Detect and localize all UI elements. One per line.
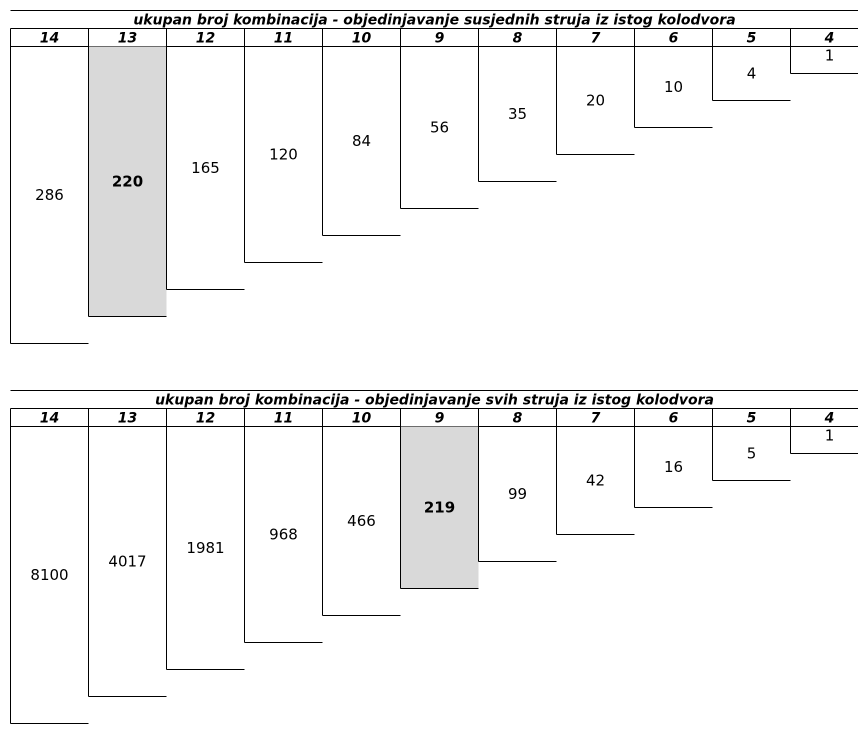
column-header-4: 4 — [824, 411, 835, 427]
table-title: ukupan broj kombinacija - objedinjavanje… — [133, 13, 735, 29]
value-cell-9: 219 — [424, 499, 455, 517]
column-header-6: 6 — [669, 31, 679, 47]
table-title: ukupan broj kombinacija - objedinjavanje… — [155, 393, 714, 409]
column-header-5: 5 — [747, 411, 757, 427]
value-cell-7: 42 — [586, 472, 605, 490]
value-cell-8: 35 — [508, 105, 527, 123]
value-cell-4: 1 — [825, 427, 835, 445]
column-header-7: 7 — [591, 411, 601, 427]
column-header-12: 12 — [196, 411, 215, 427]
column-header-7: 7 — [591, 31, 601, 47]
column-header-14: 14 — [40, 31, 59, 47]
value-cell-14: 8100 — [30, 566, 68, 584]
column-header-9: 9 — [435, 411, 445, 427]
column-header-10: 10 — [352, 411, 372, 427]
value-cell-12: 1981 — [186, 539, 224, 557]
value-cell-6: 10 — [664, 78, 683, 96]
column-header-12: 12 — [196, 31, 215, 47]
value-cell-11: 120 — [269, 146, 298, 164]
column-header-8: 8 — [513, 411, 523, 427]
value-cell-5: 4 — [747, 65, 757, 83]
value-cell-11: 968 — [269, 526, 298, 544]
value-cell-4: 1 — [825, 47, 835, 65]
value-cell-14: 286 — [35, 186, 64, 204]
column-header-8: 8 — [513, 31, 523, 47]
column-header-9: 9 — [435, 31, 445, 47]
value-cell-10: 466 — [347, 512, 376, 530]
value-cell-12: 165 — [191, 159, 220, 177]
value-cell-5: 5 — [747, 445, 757, 463]
column-header-11: 11 — [274, 31, 293, 47]
staircase-chart-all: ukupan broj kombinacija - objedinjavanje… — [10, 390, 858, 724]
column-header-14: 14 — [40, 411, 59, 427]
staircase-chart-adjacent: ukupan broj kombinacija - objedinjavanje… — [10, 10, 858, 344]
column-header-5: 5 — [747, 31, 757, 47]
highlight-cell-bg — [88, 46, 167, 317]
value-cell-13: 4017 — [108, 553, 146, 571]
value-cell-10: 84 — [352, 132, 371, 150]
column-header-13: 13 — [118, 411, 137, 427]
highlight-cell-bg — [400, 426, 479, 589]
column-header-13: 13 — [118, 31, 137, 47]
value-cell-7: 20 — [586, 92, 605, 110]
value-cell-9: 56 — [430, 119, 449, 137]
combinations-table-all: ukupan broj kombinacija - objedinjavanje… — [10, 390, 858, 740]
value-cell-6: 16 — [664, 458, 683, 476]
value-cell-8: 99 — [508, 485, 527, 503]
table-group: ukupan broj kombinacija - objedinjavanje… — [10, 10, 858, 344]
column-header-4: 4 — [824, 31, 835, 47]
table-group: ukupan broj kombinacija - objedinjavanje… — [10, 390, 858, 724]
value-cell-13: 220 — [112, 173, 143, 191]
column-header-11: 11 — [274, 411, 293, 427]
column-header-10: 10 — [352, 31, 372, 47]
combinations-table-adjacent: ukupan broj kombinacija - objedinjavanje… — [10, 10, 858, 366]
column-header-6: 6 — [669, 411, 679, 427]
